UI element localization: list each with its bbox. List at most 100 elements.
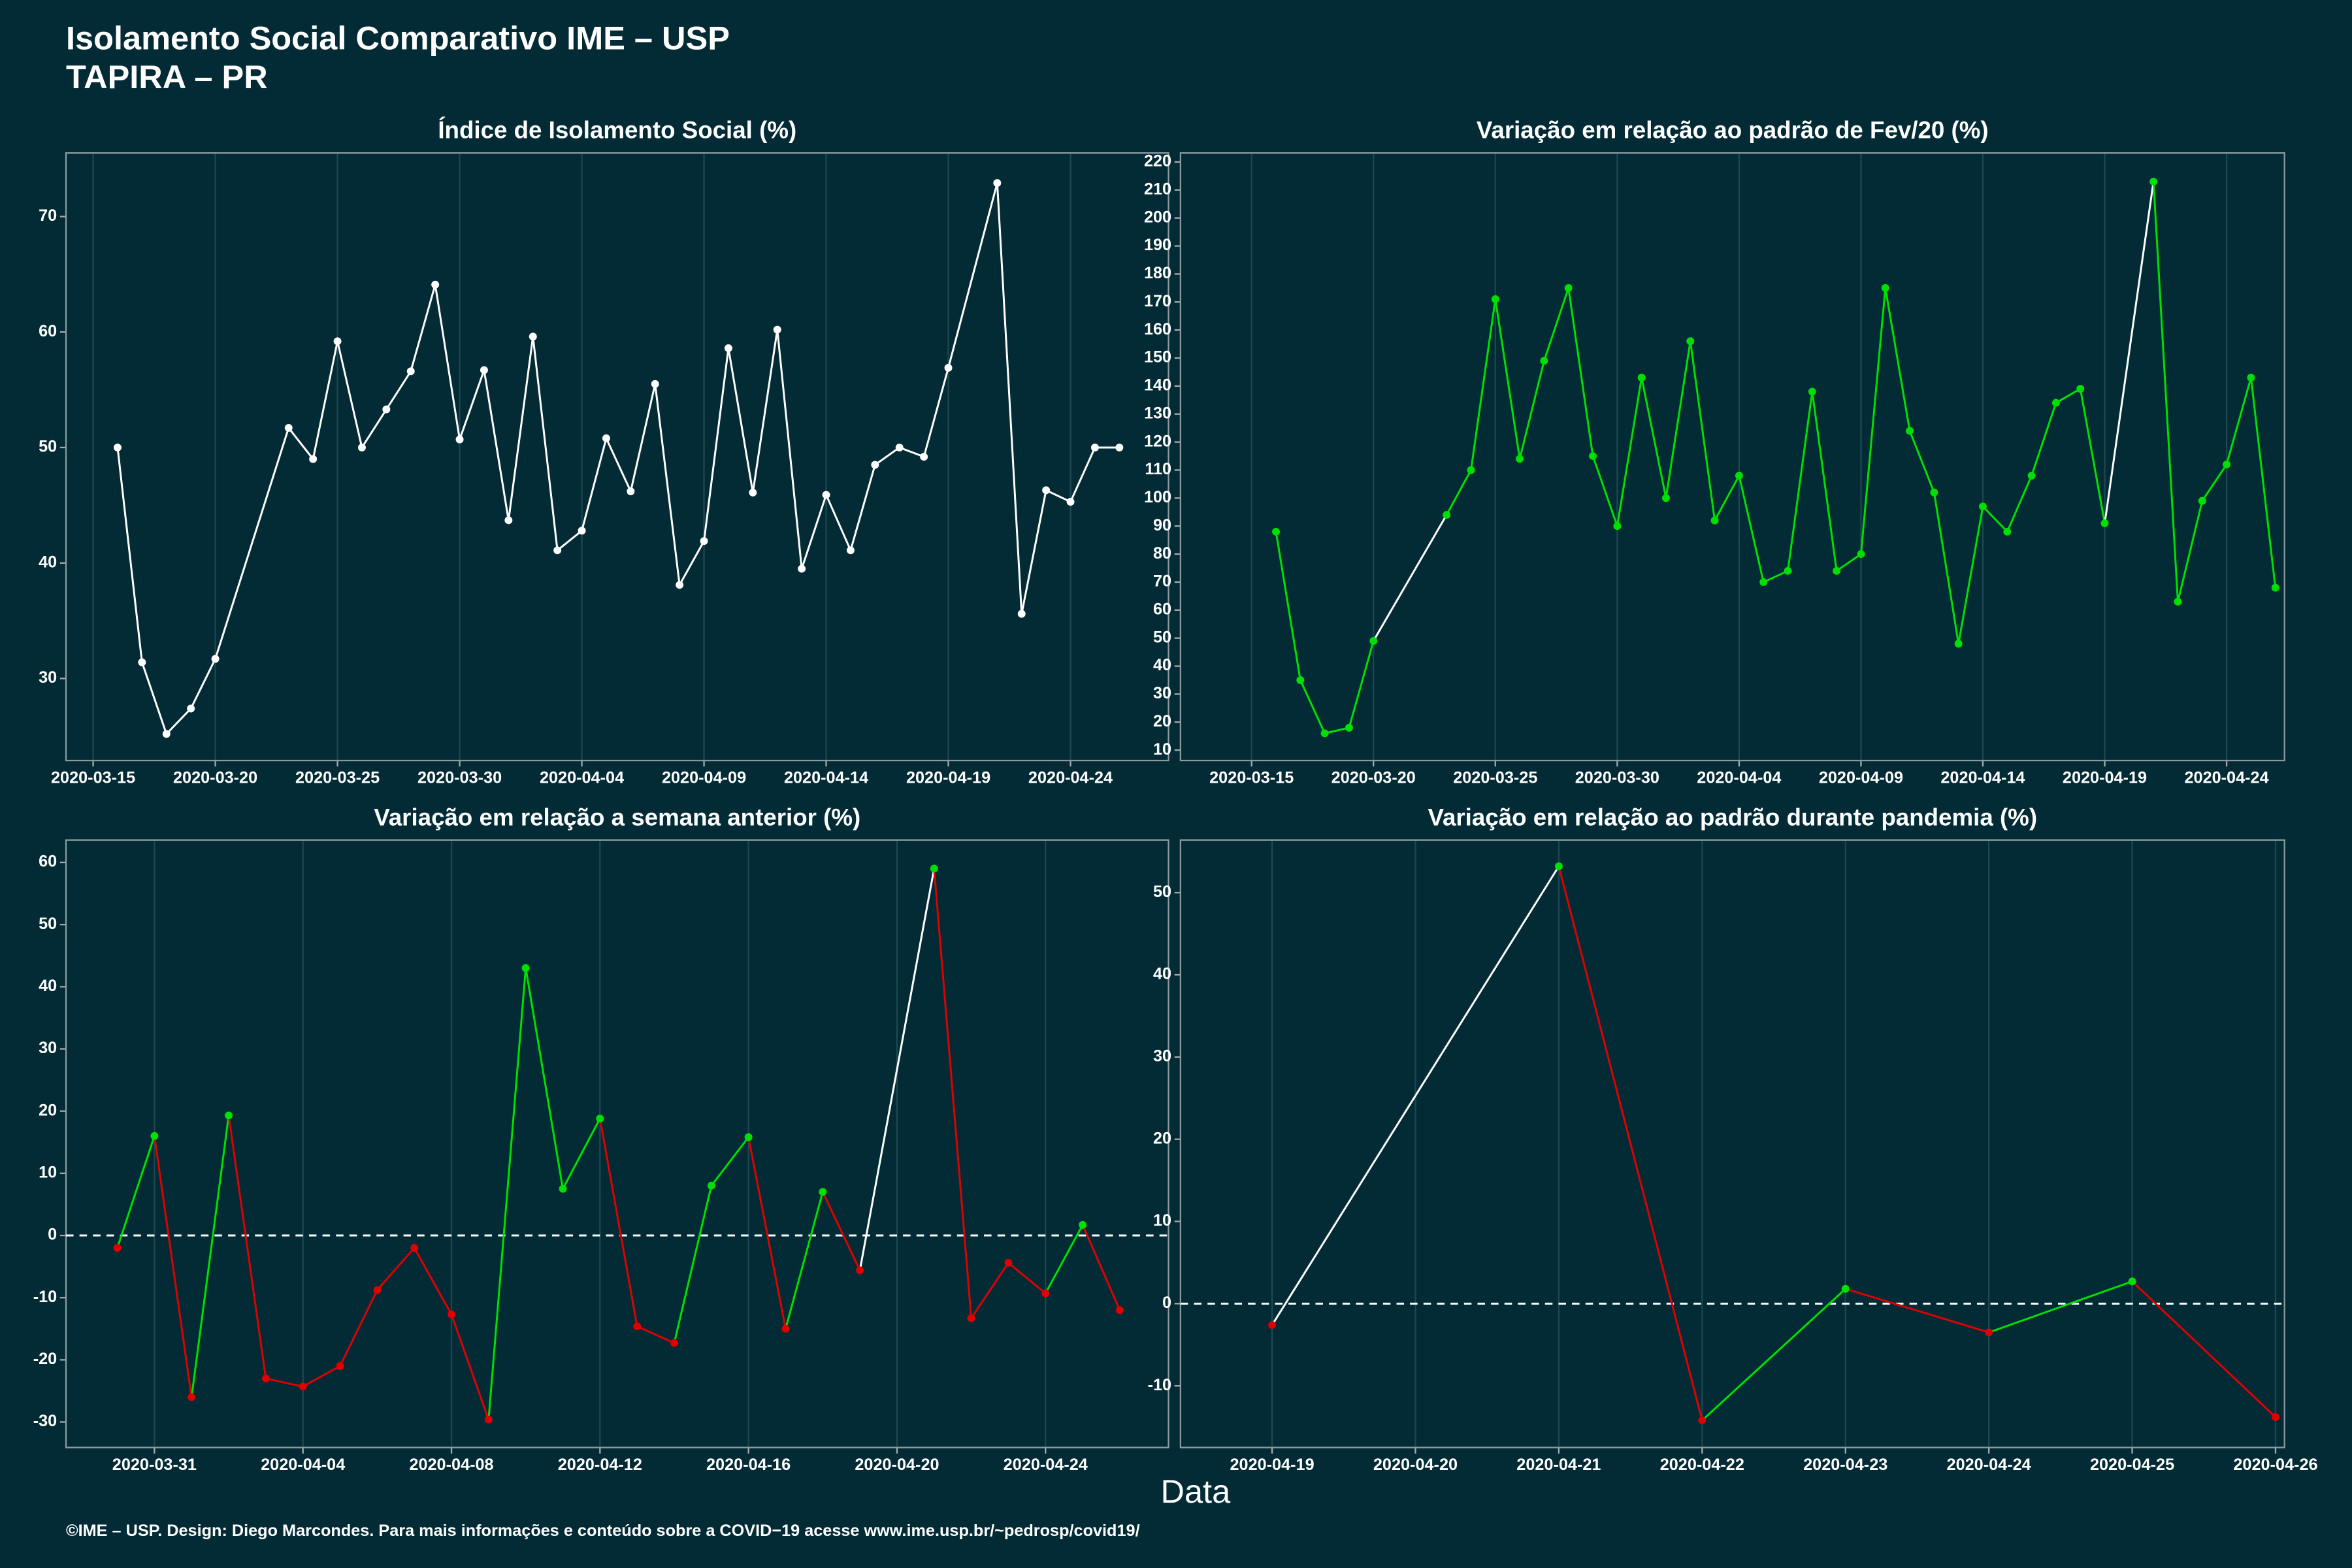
data-point (504, 516, 513, 525)
y-tick-label: 210 (1144, 180, 1171, 198)
data-point (2003, 527, 2012, 536)
line-segment (1982, 506, 2008, 532)
y-tick-label: 30 (39, 668, 57, 687)
y-tick-label: 0 (48, 1226, 57, 1244)
x-tick-label: 2020-04-19 (2063, 768, 2147, 787)
line-segment (874, 446, 900, 466)
data-point (373, 1286, 382, 1294)
line-segment (1494, 299, 1521, 459)
data-point (846, 546, 855, 555)
x-tick-label: 2020-04-21 (1516, 1456, 1601, 1474)
data-point (333, 337, 342, 346)
line-segment (1275, 531, 1301, 681)
data-point (1443, 511, 1451, 519)
line-segment (434, 284, 461, 440)
line-segment (153, 1135, 193, 1397)
data-point (596, 1115, 604, 1123)
line-segment (1933, 492, 1960, 644)
data-point (744, 1133, 753, 1141)
y-tick-label: 180 (1144, 264, 1171, 282)
line-segment (747, 1137, 787, 1330)
data-point (1881, 284, 1889, 292)
line-segment (825, 494, 852, 551)
data-point (1637, 374, 1646, 382)
line-segment (800, 494, 827, 570)
data-point (1268, 1321, 1277, 1330)
y-tick-label: 160 (1144, 320, 1171, 338)
data-point (871, 461, 879, 469)
x-tick-label: 2020-03-20 (1331, 768, 1416, 787)
line-segment (2031, 402, 2057, 476)
data-point (2223, 460, 2231, 468)
line-segment (727, 348, 754, 493)
line-segment (1044, 1224, 1084, 1294)
line-segment (2152, 181, 2179, 602)
line-segment (849, 465, 876, 551)
line-segment (287, 427, 314, 460)
line-segment (1836, 553, 1862, 572)
data-point (1042, 486, 1051, 495)
line-segment (165, 708, 192, 735)
data-point (1041, 1289, 1050, 1298)
line-segment (598, 1118, 638, 1327)
line-segment (1641, 377, 1667, 498)
line-segment (933, 868, 973, 1318)
data-point (1985, 1328, 1993, 1337)
line-segment (1007, 1262, 1047, 1294)
data-point (749, 488, 757, 497)
y-tick-label: 20 (39, 1101, 57, 1119)
x-tick-label: 2020-04-14 (1940, 768, 2025, 787)
data-point (1540, 357, 1548, 365)
y-tick-label: 0 (1162, 1294, 1171, 1312)
x-tick-label: 2020-03-25 (1453, 768, 1537, 787)
page-subtitle: TAPIRA – PR (66, 58, 268, 95)
y-tick-label: 20 (1153, 712, 1171, 730)
data-point (480, 366, 488, 374)
x-axis-label: Data (1161, 1473, 1232, 1510)
data-point (1296, 676, 1305, 684)
y-tick-label: -10 (1148, 1376, 1172, 1394)
line-segment (214, 427, 290, 659)
y-tick-label: -20 (33, 1350, 57, 1368)
x-tick-label: 2020-04-19 (1230, 1456, 1314, 1474)
data-point (1491, 295, 1499, 303)
y-tick-label: 40 (1153, 656, 1171, 674)
line-segment (2079, 388, 2106, 524)
y-tick-label: -30 (33, 1412, 57, 1430)
line-segment (996, 183, 1023, 614)
data-point (1857, 550, 1865, 559)
line-segment (339, 1290, 378, 1367)
y-tick-label: 220 (1144, 152, 1171, 171)
line-segment (636, 1325, 675, 1345)
line-segment (1811, 391, 1838, 572)
x-tick-label: 2020-03-15 (51, 768, 135, 787)
data-point (553, 546, 562, 555)
data-point (1841, 1284, 1850, 1293)
y-tick-label: 10 (39, 1164, 57, 1182)
line-segment (1908, 430, 1935, 493)
line-segment (2055, 387, 2081, 404)
data-point (2128, 1277, 2136, 1286)
data-point (284, 423, 293, 432)
y-tick-label: 60 (39, 853, 57, 871)
data-point (357, 443, 366, 451)
x-tick-label: 2020-04-16 (706, 1456, 791, 1474)
line-segment (487, 968, 527, 1420)
line-segment (410, 284, 436, 372)
x-tick-label: 2020-04-25 (2090, 1456, 2174, 1474)
caption: ©IME – USP. Design: Diego Marcondes. Par… (66, 1522, 1140, 1540)
line-segment (1348, 640, 1375, 728)
y-tick-label: 50 (39, 438, 57, 456)
line-segment (751, 329, 779, 493)
line-segment (1567, 287, 1594, 457)
x-tick-label: 2020-04-23 (1803, 1456, 1887, 1474)
data-point (1759, 578, 1768, 586)
line-segment (1845, 1288, 1989, 1333)
data-point (920, 453, 928, 461)
line-segment (2177, 500, 2204, 602)
data-point (2174, 597, 2182, 606)
line-segment (970, 1262, 1009, 1319)
line-segment (557, 530, 583, 551)
data-point (627, 487, 635, 496)
